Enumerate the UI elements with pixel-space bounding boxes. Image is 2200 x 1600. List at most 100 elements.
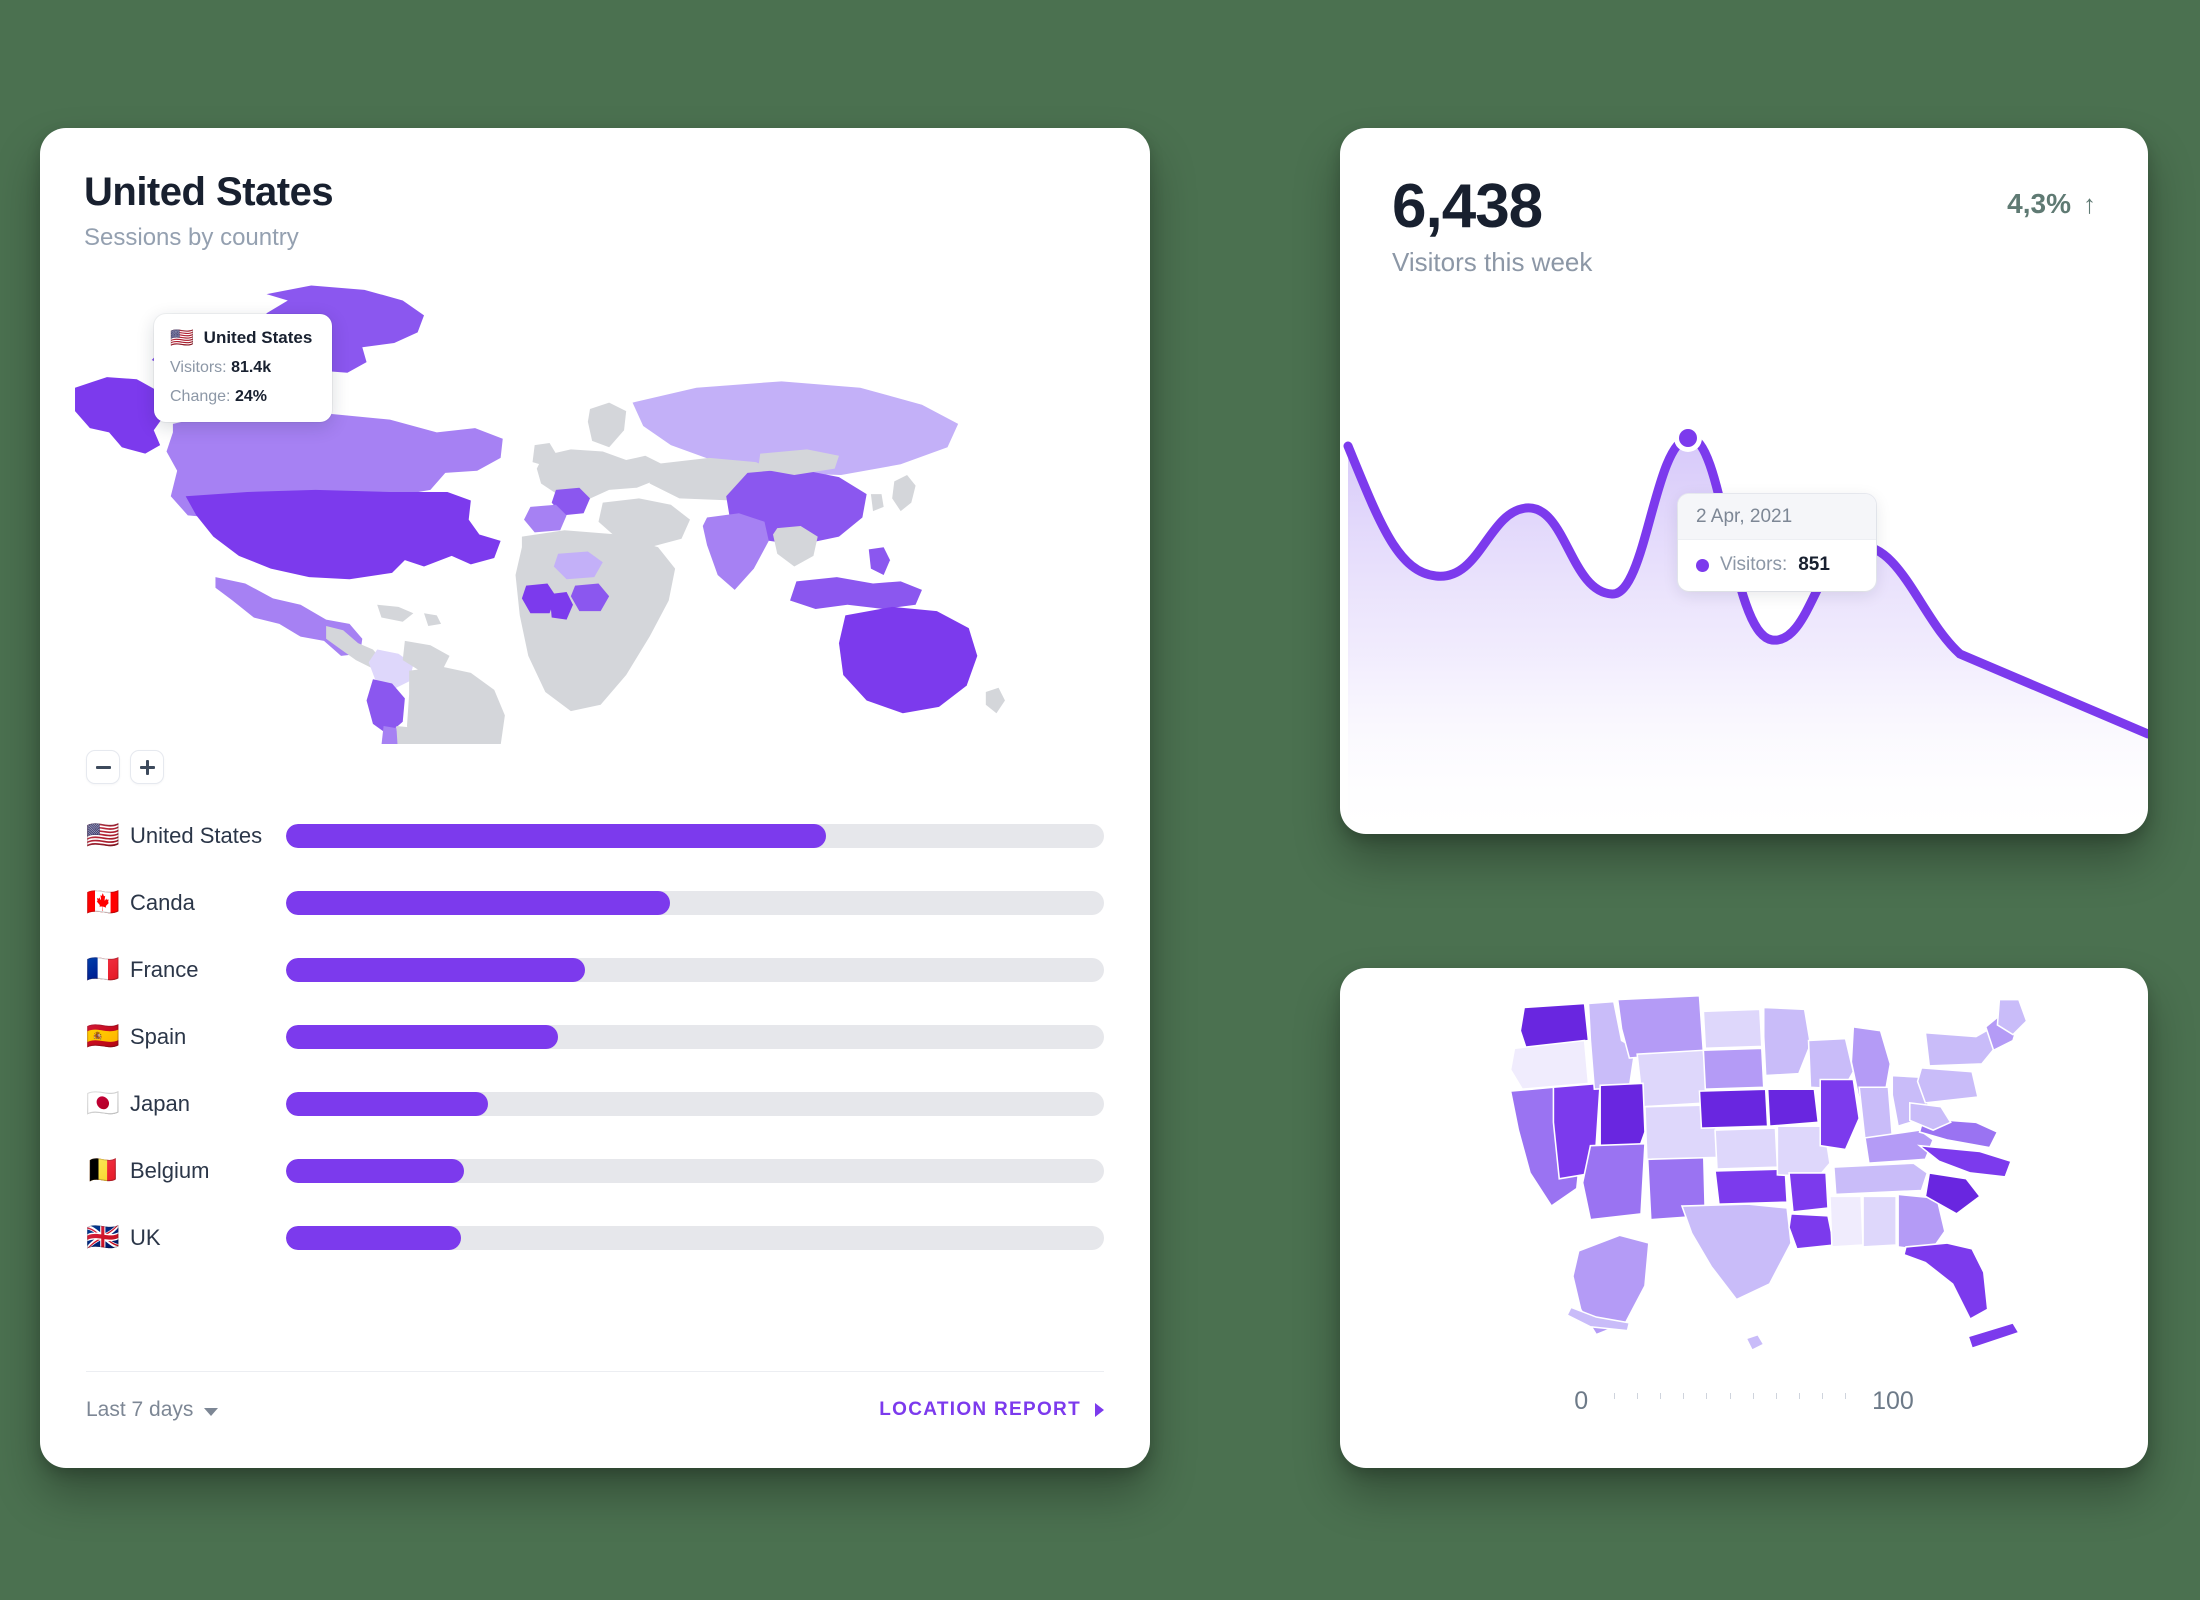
map-tooltip-country: United States [203,328,313,347]
chart-point-marker[interactable] [1679,429,1697,447]
chevron-right-icon [1095,1403,1104,1417]
world-map[interactable]: 🇺🇸 United States Visitors: 81.4k Change:… [58,274,1122,744]
state-wv[interactable] [1909,1101,1952,1131]
country-bar-fill [286,890,671,915]
state-az[interactable] [1581,1142,1646,1221]
country-bar-fill [286,1225,462,1250]
region-middle-east[interactable] [598,498,691,548]
country-chile[interactable] [379,726,400,744]
date-range-selector[interactable]: Last 7 days [86,1398,219,1422]
country-ivory-coast[interactable] [521,583,556,614]
flag-icon: 🇧🇪 [86,1155,120,1185]
zoom-out-button[interactable] [86,750,120,784]
list-item[interactable]: 🇪🇸 Spain [86,1003,1104,1070]
state-la[interactable] [1788,1213,1835,1250]
state-wy[interactable] [1636,1049,1709,1108]
state-ar[interactable] [1788,1172,1829,1213]
state-tx[interactable] [1680,1203,1792,1301]
state-tn[interactable] [1833,1162,1929,1196]
state-nd[interactable] [1702,1008,1763,1050]
world-map-svg[interactable] [58,274,1122,744]
country-ghana[interactable] [549,591,573,620]
list-item[interactable]: 🇯🇵 Japan [86,1070,1104,1137]
country-japan[interactable] [892,474,916,512]
flag-icon: 🇯🇵 [86,1088,120,1118]
country-nigeria[interactable] [570,583,610,612]
page-title: United States [84,170,334,214]
country-venezuela[interactable] [402,640,450,671]
state-in[interactable] [1858,1086,1894,1141]
state-nc[interactable] [1916,1144,2013,1178]
country-mexico[interactable] [215,577,363,656]
state-ks[interactable] [1714,1127,1779,1170]
state-al[interactable] [1862,1195,1897,1248]
state-ak-islands[interactable] [1566,1306,1631,1332]
state-pr[interactable] [1967,1321,2021,1350]
country-bar-list: 🇺🇸 United States 🇨🇦 Canda 🇫🇷 France 🇪🇸 Spain 🇯🇵 J… [86,802,1104,1271]
list-item[interactable]: 🇨🇦 Canda [86,869,1104,936]
visitors-delta: 4,3% ↑ [2007,188,2096,220]
state-me[interactable] [1996,998,2028,1036]
country-brazil[interactable] [406,666,505,744]
chart-tooltip-date: 2 Apr, 2021 [1678,494,1876,540]
state-id[interactable] [1587,1000,1637,1091]
country-indonesia[interactable] [790,577,922,610]
list-item[interactable]: 🇬🇧 UK [86,1204,1104,1271]
visitors-this-week-card: 6,438 Visitors this week 4,3% ↑ [1340,128,2148,834]
tooltip-arrow-icon [1769,590,1785,591]
state-ms[interactable] [1829,1195,1864,1248]
country-france[interactable] [551,487,590,516]
state-ia[interactable] [1766,1088,1820,1128]
location-report-link[interactable]: LOCATION REPORT [879,1399,1104,1421]
card-header: United States Sessions by country [40,128,1150,252]
state-mn[interactable] [1762,1006,1812,1077]
state-ok[interactable] [1714,1168,1788,1205]
visitors-area-chart[interactable]: 2 Apr, 2021 Visitors: 851 [1340,404,2148,834]
map-zoom-controls [86,750,1150,784]
map-tooltip: 🇺🇸 United States Visitors: 81.4k Change:… [154,314,332,422]
state-mt[interactable] [1616,994,1705,1059]
state-sc[interactable] [1924,1172,1981,1215]
state-il[interactable] [1819,1078,1860,1151]
region-southeast-asia[interactable] [773,526,818,567]
country-australia[interactable] [838,606,978,714]
region-caribbean[interactable] [377,604,442,627]
us-states-map-svg[interactable] [1400,986,2108,1356]
us-states-map[interactable] [1400,986,2108,1356]
country-scandinavia[interactable] [587,402,627,448]
visitors-chart-svg[interactable] [1340,404,2148,834]
state-ne[interactable] [1698,1088,1769,1129]
zoom-in-button[interactable] [130,750,164,784]
state-sd[interactable] [1702,1047,1765,1091]
country-uk[interactable] [532,443,556,467]
country-mongolia[interactable] [758,449,839,475]
state-mo[interactable] [1776,1125,1831,1178]
country-spain[interactable] [524,504,567,533]
country-philippines[interactable] [868,547,891,575]
state-fl[interactable] [1903,1242,1989,1321]
region-europe[interactable] [536,449,663,501]
state-or[interactable] [1509,1039,1590,1091]
country-colombia[interactable] [368,649,414,690]
country-niger[interactable] [553,551,603,580]
region-africa[interactable] [515,530,676,712]
country-argentina[interactable] [396,726,431,744]
legend-min-label: 0 [1574,1387,1589,1415]
country-korea[interactable] [870,494,884,512]
us-states-group [1509,994,2028,1352]
country-peru[interactable] [366,679,405,735]
list-item[interactable]: 🇺🇸 United States [86,802,1104,869]
chart-tooltip-body: Visitors: 851 [1678,540,1876,591]
region-central-america[interactable] [326,626,384,669]
state-pa[interactable] [1916,1066,1979,1104]
country-russia[interactable] [632,381,959,475]
state-hi[interactable] [1745,1333,1765,1352]
country-india[interactable] [702,513,769,590]
country-united-states[interactable] [185,489,501,580]
list-item[interactable]: 🇧🇪 Belgium [86,1137,1104,1204]
page-subtitle: Sessions by country [84,224,299,251]
country-new-zealand[interactable] [985,687,1005,714]
location-report-label: LOCATION REPORT [879,1399,1081,1420]
list-item[interactable]: 🇫🇷 France [86,936,1104,1003]
